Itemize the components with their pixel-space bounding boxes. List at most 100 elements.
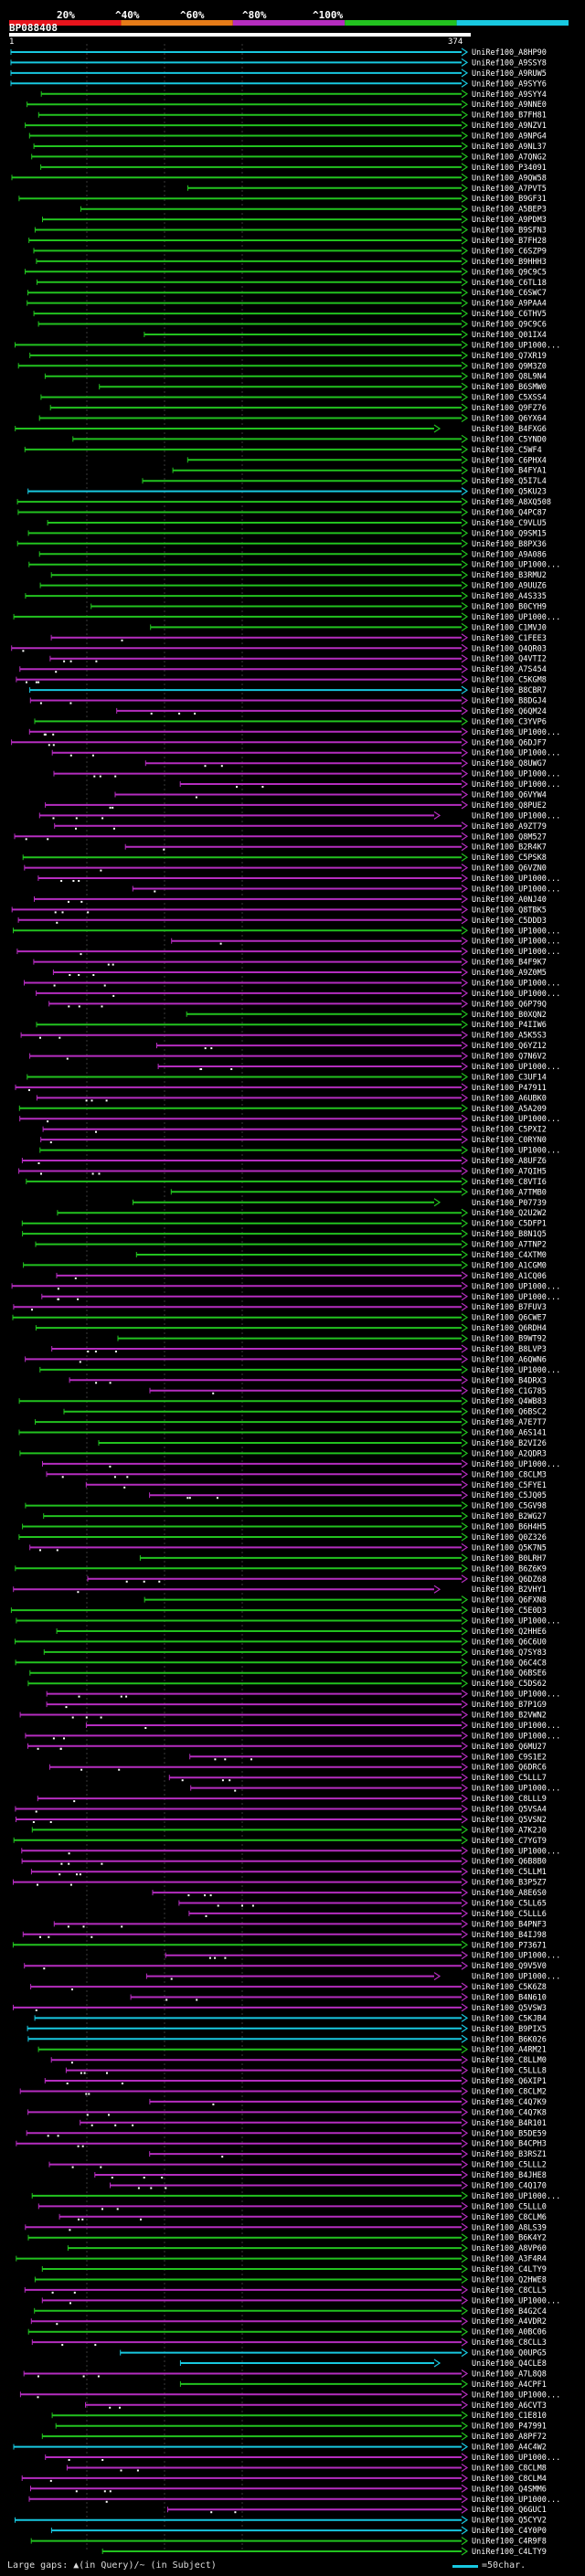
hit-label[interactable]: UniRef100_Q2HWE8 bbox=[472, 2276, 547, 2285]
hit-label[interactable]: UniRef100_UP1000... bbox=[472, 2390, 560, 2400]
hit-label[interactable]: UniRef100_C4Q7K9 bbox=[472, 2098, 547, 2107]
hit-label[interactable]: UniRef100_C5LLL2 bbox=[472, 2161, 547, 2170]
hit-label[interactable]: UniRef100_A9NZV1 bbox=[472, 122, 547, 131]
hit-label[interactable]: UniRef100_C8CLL5 bbox=[472, 2286, 547, 2295]
hit-label[interactable]: UniRef100_Q8M527 bbox=[472, 832, 547, 842]
hit-label[interactable]: UniRef100_C3YVP6 bbox=[472, 717, 547, 726]
hit-label[interactable]: UniRef100_A7S454 bbox=[472, 665, 547, 674]
hit-label[interactable]: UniRef100_A6QWN6 bbox=[472, 1355, 547, 1364]
hit-label[interactable]: UniRef100_A9NNE0 bbox=[472, 101, 547, 110]
hit-label[interactable]: UniRef100_B2VI26 bbox=[472, 1439, 547, 1448]
hit-label[interactable]: UniRef100_C8CLL3 bbox=[472, 2338, 547, 2348]
hit-label[interactable]: UniRef100_C5DFP1 bbox=[472, 1220, 547, 1229]
hit-label[interactable]: UniRef100_UP1000... bbox=[472, 885, 560, 895]
hit-label[interactable]: UniRef100_A0BC06 bbox=[472, 2328, 547, 2337]
hit-label[interactable]: UniRef100_C7YGT9 bbox=[472, 1837, 547, 1846]
hit-label[interactable]: UniRef100_Q6DRC6 bbox=[472, 1764, 547, 1773]
hit-label[interactable]: UniRef100_UP1000... bbox=[472, 1460, 560, 1469]
hit-label[interactable]: UniRef100_B0XQN2 bbox=[472, 1011, 547, 1020]
hit-label[interactable]: UniRef100_A4C4W2 bbox=[472, 2443, 547, 2453]
hit-label[interactable]: UniRef100_Q5CYV2 bbox=[472, 2517, 547, 2526]
hit-label[interactable]: UniRef100_C6TL18 bbox=[472, 279, 547, 288]
hit-label[interactable]: UniRef100_B9SFN3 bbox=[472, 227, 547, 236]
hit-label[interactable]: UniRef100_B0LRH7 bbox=[472, 1554, 547, 1564]
hit-label[interactable]: UniRef100_UP1000... bbox=[472, 749, 560, 758]
hit-label[interactable]: UniRef100_B4FXG6 bbox=[472, 425, 547, 434]
hit-label[interactable]: UniRef100_UP1000... bbox=[472, 980, 560, 989]
hit-label[interactable]: UniRef100_A1CGM0 bbox=[472, 1261, 547, 1270]
hit-label[interactable]: UniRef100_A2QDR3 bbox=[472, 1449, 547, 1458]
hit-label[interactable]: UniRef100_UP1000... bbox=[472, 1063, 560, 1072]
hit-label[interactable]: UniRef100_C4Q7K8 bbox=[472, 2108, 547, 2117]
hit-label[interactable]: UniRef100_Q6BSE6 bbox=[472, 1670, 547, 1679]
hit-label[interactable]: UniRef100_Q5I7L4 bbox=[472, 477, 547, 486]
hit-label[interactable]: UniRef100_UP1000... bbox=[472, 1617, 560, 1627]
hit-label[interactable]: UniRef100_Q2HHE6 bbox=[472, 1627, 547, 1637]
hit-label[interactable]: UniRef100_C1G785 bbox=[472, 1387, 547, 1396]
hit-label[interactable]: UniRef100_C5DS62 bbox=[472, 1680, 547, 1689]
hit-label[interactable]: UniRef100_C9VLU5 bbox=[472, 519, 547, 528]
hit-label[interactable]: UniRef100_P4IIW6 bbox=[472, 1021, 547, 1030]
hit-label[interactable]: UniRef100_Q9SM15 bbox=[472, 529, 547, 538]
hit-label[interactable]: UniRef100_A4VDR2 bbox=[472, 2317, 547, 2327]
hit-label[interactable]: UniRef100_UP1000... bbox=[472, 1691, 560, 1700]
hit-label[interactable]: UniRef100_A9QW58 bbox=[472, 174, 547, 183]
hit-label[interactable]: UniRef100_Q4QR03 bbox=[472, 644, 547, 653]
hit-label[interactable]: UniRef100_B8N1Q5 bbox=[472, 1230, 547, 1239]
hit-label[interactable]: UniRef100_Q6CWE7 bbox=[472, 1314, 547, 1323]
hit-label[interactable]: UniRef100_UP1000... bbox=[472, 1115, 560, 1124]
hit-label[interactable]: UniRef100_B8CBR7 bbox=[472, 686, 547, 695]
hit-label[interactable]: UniRef100_Q6VYW4 bbox=[472, 791, 547, 800]
hit-label[interactable]: UniRef100_UP1000... bbox=[472, 1722, 560, 1731]
hit-label[interactable]: UniRef100_B2WG27 bbox=[472, 1512, 547, 1521]
hit-label[interactable]: UniRef100_B9WT92 bbox=[472, 1335, 547, 1344]
hit-label[interactable]: UniRef100_UP1000... bbox=[472, 2296, 560, 2306]
hit-label[interactable]: UniRef100_B4F9K7 bbox=[472, 959, 547, 968]
hit-label[interactable]: UniRef100_B4CPH3 bbox=[472, 2140, 547, 2149]
hit-label[interactable]: UniRef100_B4IJ98 bbox=[472, 1931, 547, 1940]
hit-label[interactable]: UniRef100_B6Z6K9 bbox=[472, 1564, 547, 1574]
hit-label[interactable]: UniRef100_Q5K7N5 bbox=[472, 1543, 547, 1553]
hit-label[interactable]: UniRef100_P73671 bbox=[472, 1941, 547, 1950]
hit-label[interactable]: UniRef100_C4XTM0 bbox=[472, 1251, 547, 1260]
hit-label[interactable]: UniRef100_Q4PC87 bbox=[472, 509, 547, 518]
hit-label[interactable]: UniRef100_C5LLL7 bbox=[472, 1774, 547, 1783]
hit-label[interactable]: UniRef100_Q6RDH4 bbox=[472, 1324, 547, 1333]
hit-label[interactable]: UniRef100_A3F4R4 bbox=[472, 2255, 547, 2264]
hit-label[interactable]: UniRef100_UP1000... bbox=[472, 990, 560, 999]
hit-label[interactable]: UniRef100_P47911 bbox=[472, 1084, 547, 1093]
hit-label[interactable]: UniRef100_A8VP60 bbox=[472, 2244, 547, 2253]
hit-label[interactable]: UniRef100_Q8TBK5 bbox=[472, 906, 547, 915]
hit-label[interactable]: UniRef100_UP1000... bbox=[472, 561, 560, 570]
hit-label[interactable]: UniRef100_Q6QM24 bbox=[472, 707, 547, 716]
hit-label[interactable]: UniRef100_UP1000... bbox=[472, 2454, 560, 2463]
hit-label[interactable]: UniRef100_C1MVJ0 bbox=[472, 623, 547, 632]
hit-label[interactable]: UniRef100_C5LL65 bbox=[472, 1900, 547, 1909]
hit-label[interactable]: UniRef100_UP1000... bbox=[472, 1847, 560, 1856]
hit-label[interactable]: UniRef100_Q6C4C8 bbox=[472, 1659, 547, 1668]
hit-label[interactable]: UniRef100_C4Y0P0 bbox=[472, 2527, 547, 2536]
hit-label[interactable]: UniRef100_C5LLL0 bbox=[472, 2202, 547, 2211]
hit-label[interactable]: UniRef100_UP1000... bbox=[472, 811, 560, 821]
hit-label[interactable]: UniRef100_B4JHE8 bbox=[472, 2171, 547, 2180]
hit-label[interactable]: UniRef100_C9S1E2 bbox=[472, 1753, 547, 1762]
hit-label[interactable]: UniRef100_C5E0D3 bbox=[472, 1606, 547, 1616]
hit-label[interactable]: UniRef100_B9PIX5 bbox=[472, 2025, 547, 2034]
hit-label[interactable]: UniRef100_A8HP90 bbox=[472, 48, 547, 58]
hit-label[interactable]: UniRef100_C8VTI6 bbox=[472, 1178, 547, 1187]
hit-label[interactable]: UniRef100_B4N610 bbox=[472, 1994, 547, 2003]
hit-label[interactable]: UniRef100_C8LLM0 bbox=[472, 2056, 547, 2065]
hit-label[interactable]: UniRef100_Q4WB83 bbox=[472, 1397, 547, 1406]
hit-label[interactable]: UniRef100_Q9FZ76 bbox=[472, 404, 547, 413]
hit-label[interactable]: UniRef100_C4Q170 bbox=[472, 2182, 547, 2191]
hit-label[interactable]: UniRef100_Q6BSC2 bbox=[472, 1408, 547, 1417]
hit-label[interactable]: UniRef100_C5LLM1 bbox=[472, 1868, 547, 1877]
hit-label[interactable]: UniRef100_Q6YZ12 bbox=[472, 1042, 547, 1051]
hit-label[interactable]: UniRef100_Q6P79Q bbox=[472, 1000, 547, 1009]
hit-label[interactable]: UniRef100_C5PXI2 bbox=[472, 1126, 547, 1135]
hit-label[interactable]: UniRef100_A7L8Q8 bbox=[472, 2370, 547, 2380]
hit-label[interactable]: UniRef100_B8LVP3 bbox=[472, 1345, 547, 1354]
hit-label[interactable]: UniRef100_Q6MU27 bbox=[472, 1743, 547, 1752]
hit-label[interactable]: UniRef100_B2VHY1 bbox=[472, 1585, 547, 1595]
hit-label[interactable]: UniRef100_Q9C9C6 bbox=[472, 321, 547, 330]
